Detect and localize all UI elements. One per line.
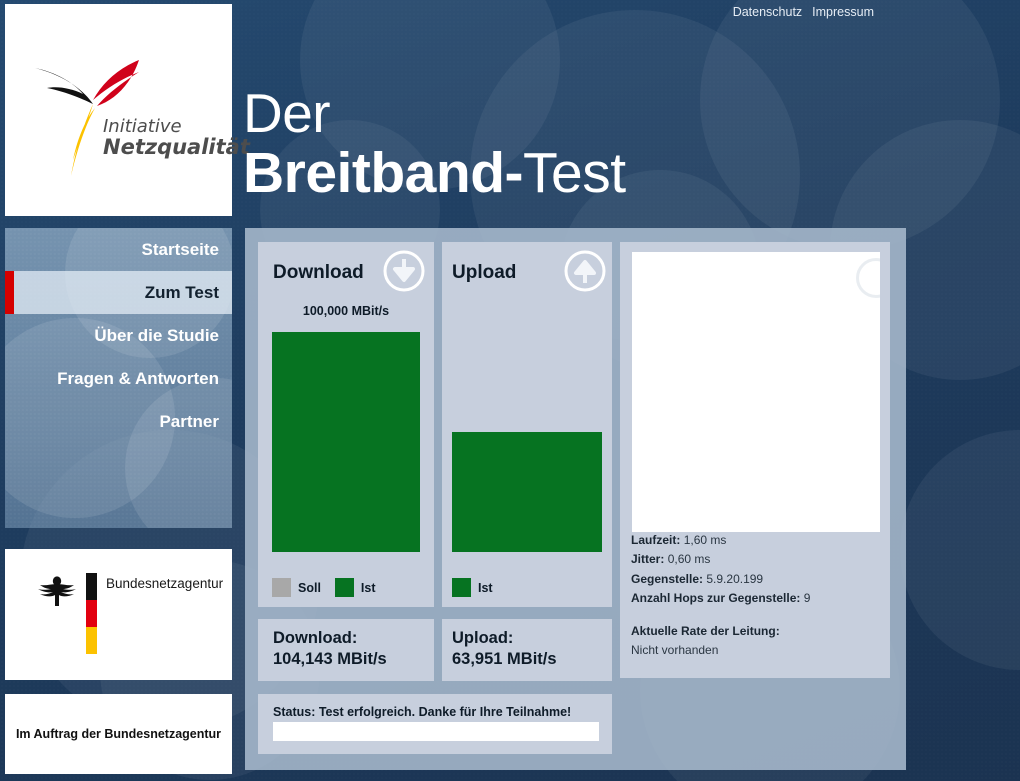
download-bar-area xyxy=(272,332,420,552)
detail-key-hops: Anzahl Hops zur Gegenstelle: xyxy=(631,591,801,606)
initiative-netzqualitaet-logo[interactable]: Initiative Netzqualität xyxy=(5,4,250,216)
upload-result-label: Upload: xyxy=(452,629,514,647)
legend-entry-ist: Ist xyxy=(334,578,376,597)
detail-value-laufzeit: 1,60 ms xyxy=(683,533,727,547)
sidebar-item-partner[interactable]: Partner xyxy=(159,412,219,431)
sidebar-item-fragen-antworten[interactable]: Fragen & Antworten xyxy=(57,369,219,388)
title-line-1: Der xyxy=(243,82,331,144)
title-light-part: Test xyxy=(523,141,626,205)
federal-eagle-icon xyxy=(38,576,76,606)
legend-swatch-ist xyxy=(334,578,354,597)
detail-value-hops: 9 xyxy=(803,591,811,606)
sidebar-item-zum-test[interactable]: Zum Test xyxy=(5,271,232,314)
logo-line-2: Netzqualität xyxy=(103,135,250,159)
download-result-value: 104,143 MBit/s xyxy=(273,650,387,668)
download-soll-label: 100,000 MBit/s xyxy=(302,304,390,318)
detail-row-gegenstelle: Gegenstelle: 5.9.20.199 xyxy=(631,570,881,589)
title-line-2: Breitband-Test xyxy=(243,145,626,202)
download-title: Download xyxy=(273,262,364,283)
upload-ist-bar xyxy=(452,432,602,552)
upload-result-value: 63,951 MBit/s xyxy=(452,650,557,668)
site-header: Datenschutz Impressum Initiative Netzqua… xyxy=(0,0,1020,225)
detail-key-gegenstelle: Gegenstelle: xyxy=(631,571,704,586)
page-title: Der Breitband-Test xyxy=(243,86,626,202)
detail-row-jitter: Jitter: 0,60 ms xyxy=(631,550,881,569)
legend-swatch-soll xyxy=(272,578,291,597)
legend-swatch-ist xyxy=(452,578,471,597)
logo-swoosh-icon xyxy=(35,60,139,176)
upload-result: Upload: 63,951 MBit/s xyxy=(442,619,612,681)
detail-row-laufzeit: Laufzeit: 1,60 ms xyxy=(631,531,881,550)
logo-line-1: Initiative xyxy=(103,116,182,137)
detail-row-hops: Anzahl Hops zur Gegenstelle: 9 xyxy=(631,589,881,608)
bundesnetzagentur-logo[interactable]: Bundesnetzagentur xyxy=(5,549,232,680)
sidebar-item-ueber-die-studie[interactable]: Über die Studie xyxy=(94,326,219,345)
detail-value-rate: Nicht vorhanden xyxy=(631,643,719,658)
measurement-chart-area xyxy=(632,252,880,532)
download-panel: Download 100,000 MBit/s Soll Ist xyxy=(258,242,434,607)
arrow-up-circle-icon xyxy=(564,250,606,292)
upload-legend: Ist xyxy=(452,578,493,597)
detail-spacer xyxy=(631,609,881,622)
logo-wordmark: Initiative Netzqualität xyxy=(103,116,250,159)
detail-value-gegenstelle: 5.9.20.199 xyxy=(706,571,764,586)
bundesnetzagentur-label: Bundesnetzagentur xyxy=(106,576,224,591)
link-datenschutz[interactable]: Datenschutz xyxy=(732,5,803,19)
upload-bar-area xyxy=(452,332,602,552)
arrow-down-circle-icon xyxy=(383,250,425,292)
status-message: Status: Test erfolgreich. Danke für Ihre… xyxy=(273,705,572,719)
connection-details: Laufzeit: 1,60 ms Jitter: 0,60 ms Gegens… xyxy=(631,531,881,661)
legend-label-ist: Ist xyxy=(478,580,493,595)
download-legend: Soll Ist xyxy=(272,578,376,597)
download-result: Download: 104,143 MBit/s xyxy=(258,619,434,681)
legend-label-soll: Soll xyxy=(298,580,321,595)
legend-entry-soll: Soll xyxy=(272,578,321,597)
sidebar-navigation: Startseite Zum Test Über die Studie Frag… xyxy=(5,228,232,528)
detail-key-jitter: Jitter: xyxy=(631,552,665,567)
chart-ghost-circle-icon xyxy=(856,258,880,298)
link-impressum[interactable]: Impressum xyxy=(812,5,874,19)
detail-key-laufzeit: Laufzeit: xyxy=(631,533,681,547)
download-ist-bar xyxy=(272,332,420,552)
status-panel: Status: Test erfolgreich. Danke für Ihre… xyxy=(258,694,612,754)
download-result-label: Download: xyxy=(273,629,358,647)
detail-key-rate: Aktuelle Rate der Leitung: xyxy=(631,623,780,638)
german-flag-bar-icon xyxy=(86,573,97,654)
bundesnetzagentur-logo-inner: Bundesnetzagentur xyxy=(37,573,223,654)
status-input[interactable] xyxy=(273,722,599,741)
commission-notice: Im Auftrag der Bundesnetzagentur xyxy=(5,694,232,774)
commission-notice-label: Im Auftrag der Bundesnetzagentur xyxy=(15,727,222,741)
title-bold-part: Breitband- xyxy=(243,141,524,205)
detail-value-jitter: 0,60 ms xyxy=(667,552,711,567)
legend-label-ist: Ist xyxy=(360,580,376,595)
upload-panel: Upload Ist xyxy=(442,242,612,607)
upload-title: Upload xyxy=(452,262,517,283)
top-utility-links: Datenschutz Impressum xyxy=(733,5,874,19)
sidebar-item-startseite[interactable]: Startseite xyxy=(141,240,219,259)
